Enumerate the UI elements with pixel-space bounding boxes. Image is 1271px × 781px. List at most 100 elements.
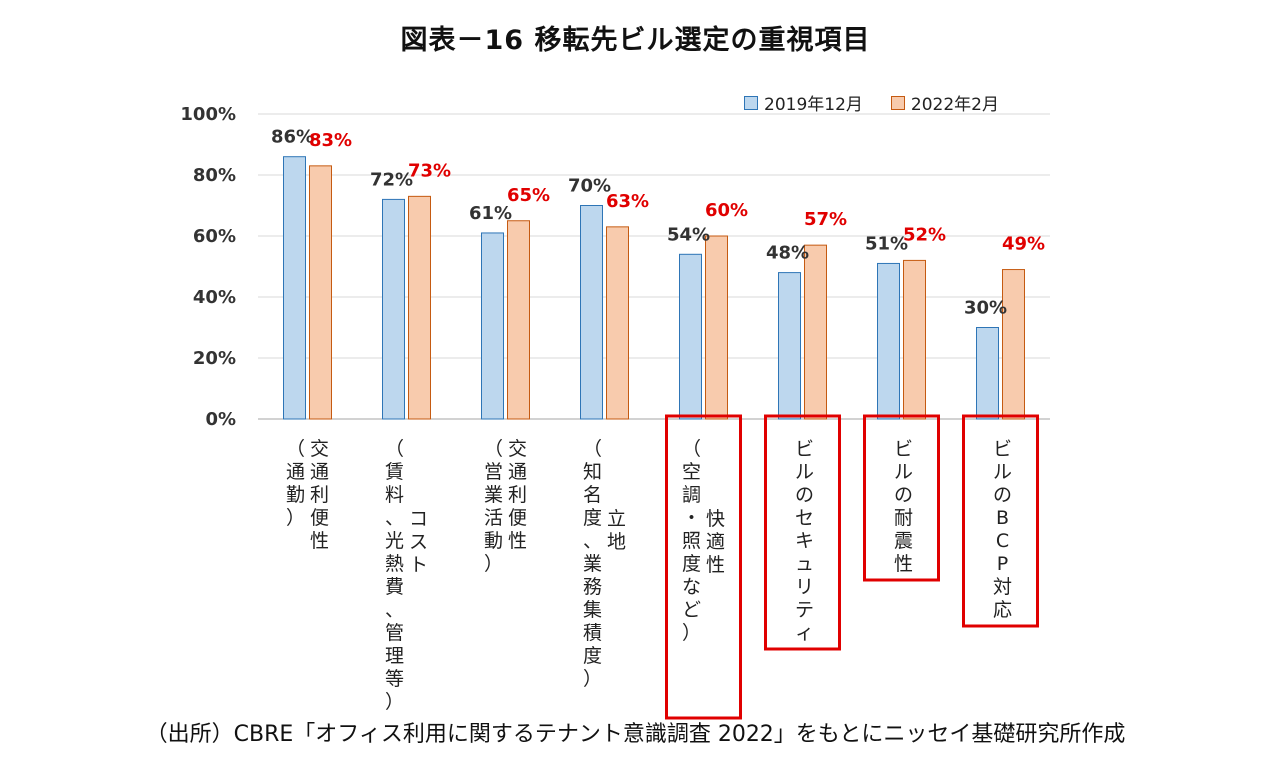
category-sublabel-char: 勤 xyxy=(286,484,305,506)
category-label-char: 応 xyxy=(993,599,1012,621)
category-sublabel-char: ） xyxy=(583,668,602,690)
category-sublabel-char: ） xyxy=(682,622,701,644)
bar-2019 xyxy=(382,198,405,420)
category-sublabel-char: 等 xyxy=(385,668,404,690)
category-sublabel-char: 務 xyxy=(583,576,602,598)
category-label-char: 性 xyxy=(706,554,725,576)
category-sublabel-char: 、 xyxy=(385,599,404,621)
category-label-char: 利 xyxy=(310,484,329,506)
category-sublabel-char: 度 xyxy=(583,645,602,667)
category-label-char: ュ xyxy=(795,553,814,575)
category-label-char: C xyxy=(996,530,1009,552)
category-label-char: 性 xyxy=(894,553,913,575)
category-label-char: 耐 xyxy=(894,507,913,529)
category-label-char: ス xyxy=(409,531,428,553)
category-label-char: ィ xyxy=(795,622,814,644)
category-sublabel-char: 、 xyxy=(385,507,404,529)
category-sublabel-char: （ xyxy=(286,438,305,460)
category-label-char: 快 xyxy=(706,508,725,530)
category-sublabel-char: ） xyxy=(286,507,305,529)
category-sublabel-char: 管 xyxy=(385,622,404,644)
bar-2022 xyxy=(1002,269,1025,420)
legend-item-2022: 2022年2月 xyxy=(890,90,999,115)
category-sublabel-char: 熱 xyxy=(385,553,404,575)
category-label-char: 交 xyxy=(508,438,527,460)
data-label-2019: 61% xyxy=(469,203,512,224)
bar-2019 xyxy=(877,262,900,420)
bar-2019 xyxy=(778,272,801,420)
category-sublabel-char: 営 xyxy=(484,461,503,483)
category-sublabel-char: 理 xyxy=(385,645,404,667)
category-label-char: ビ xyxy=(894,438,913,460)
y-tick-label: 60% xyxy=(193,226,236,247)
category-sublabel-char: 度 xyxy=(583,507,602,529)
data-label-2022: 73% xyxy=(408,160,451,181)
category-label-char: 交 xyxy=(310,438,329,460)
category-sublabel-char: ） xyxy=(385,691,404,713)
data-label-2022: 60% xyxy=(705,200,748,221)
category-label-char: コ xyxy=(409,508,428,530)
legend-swatch-2019 xyxy=(744,95,758,110)
category-sublabel-char: 料 xyxy=(385,484,404,506)
y-tick-label: 0% xyxy=(205,409,236,430)
category-label-char: 利 xyxy=(508,484,527,506)
category-label-char: 便 xyxy=(508,507,527,529)
bar-2019 xyxy=(679,253,702,420)
bar-2022 xyxy=(705,235,728,420)
bar-2019 xyxy=(580,205,603,420)
data-label-2022: 65% xyxy=(507,185,550,206)
legend-swatch-2022 xyxy=(890,95,905,110)
category-sublabel-char: ど xyxy=(682,599,701,621)
category-sublabel-char: （ xyxy=(385,438,404,460)
legend-label-2022: 2022年2月 xyxy=(910,95,999,115)
category-label-char: ル xyxy=(894,461,913,483)
category-label-char: ル xyxy=(795,461,814,483)
category-label-char: 通 xyxy=(310,461,329,483)
category-sublabel-char: 、 xyxy=(583,530,602,552)
category-label-char: キ xyxy=(795,530,814,552)
category-label-char: の xyxy=(894,484,913,506)
category-label-char: 地 xyxy=(607,531,626,553)
data-label-2019: 51% xyxy=(865,233,908,254)
category-sublabel-char: 賃 xyxy=(385,461,404,483)
category-sublabel-char: 光 xyxy=(385,530,404,552)
data-label-2019: 48% xyxy=(766,243,809,264)
category-label-char: 便 xyxy=(310,507,329,529)
category-label-char: 震 xyxy=(894,530,913,552)
category-label-char: 性 xyxy=(508,530,527,552)
category-label-char: 適 xyxy=(706,531,725,553)
bar-2019 xyxy=(283,156,306,420)
category-label-char: ビ xyxy=(993,438,1012,460)
category-label-char: ル xyxy=(993,461,1012,483)
data-label-2019: 86% xyxy=(271,127,314,148)
category-sublabel-char: 積 xyxy=(583,622,602,644)
category-sublabel-char: （ xyxy=(583,438,602,460)
category-label-char: 立 xyxy=(607,508,626,530)
data-label-2022: 63% xyxy=(606,191,649,212)
category-label-char: ト xyxy=(409,554,428,576)
category-label-char: ビ xyxy=(795,438,814,460)
data-label-2019: 72% xyxy=(370,169,413,190)
legend: 2019年12月 2022年2月 xyxy=(744,90,999,115)
data-label-2019: 70% xyxy=(568,176,611,197)
category-sublabel-char: 活 xyxy=(484,507,503,529)
y-tick-label: 40% xyxy=(193,287,236,308)
category-label-char: 性 xyxy=(310,530,329,552)
category-label-char: B xyxy=(996,507,1009,529)
category-sublabel-char: 名 xyxy=(583,484,602,506)
bar-2022 xyxy=(309,165,332,420)
category-sublabel-char: 集 xyxy=(583,599,602,621)
category-sublabel-char: （ xyxy=(682,438,701,460)
legend-label-2019: 2019年12月 xyxy=(764,95,863,115)
data-label-2022: 52% xyxy=(903,224,946,245)
category-sublabel-char: 照 xyxy=(682,530,701,552)
y-tick-label: 20% xyxy=(193,348,236,369)
bar-2019 xyxy=(976,327,999,420)
category-sublabel-char: ・ xyxy=(682,507,701,529)
legend-item-2019: 2019年12月 xyxy=(744,90,863,115)
category-label-char: リ xyxy=(795,576,814,598)
data-label-2022: 83% xyxy=(309,130,352,151)
category-sublabel-char: 費 xyxy=(385,576,404,598)
chart-title: 図表－16 移転先ビル選定の重視項目 xyxy=(400,25,871,56)
